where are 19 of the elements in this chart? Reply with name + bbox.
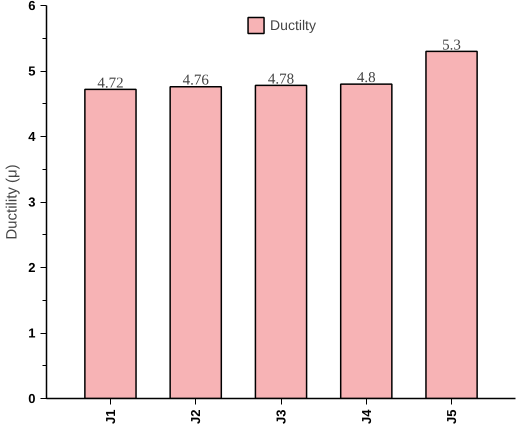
x-tick-label: J3 <box>274 409 288 424</box>
data-label: 4.72 <box>97 75 124 92</box>
x-tick-label: J1 <box>102 409 118 424</box>
legend-label: Ductilty <box>270 17 316 33</box>
x-tick-label: J4 <box>358 408 374 424</box>
y-tick-label: 2 <box>28 260 36 275</box>
y-axis-title: Ductility (μ) <box>3 164 20 240</box>
y-tick-label: 0 <box>28 391 36 406</box>
y-tick-label: 6 <box>28 0 36 13</box>
data-label: 5.3 <box>442 37 461 54</box>
y-tick-label: 4 <box>28 129 36 144</box>
x-tick-label: J5 <box>444 409 460 424</box>
data-label: 4.76 <box>182 72 210 89</box>
data-label: 4.78 <box>268 71 294 88</box>
data-label: 4.8 <box>356 70 376 86</box>
x-tick-label: J2 <box>188 409 204 424</box>
y-tick-label: 3 <box>28 194 36 210</box>
y-tick-label: 1 <box>28 326 36 340</box>
y-tick-label: 5 <box>28 64 36 78</box>
